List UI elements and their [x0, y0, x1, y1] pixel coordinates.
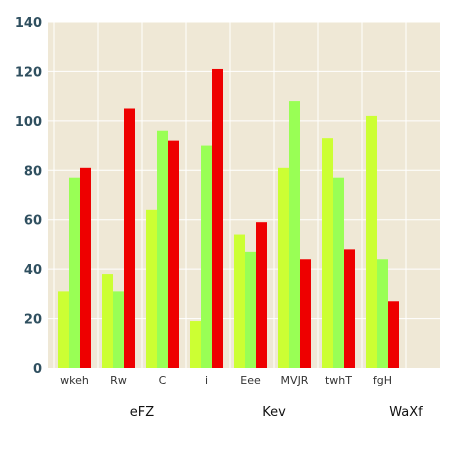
group-labels: eFZ Kev WaXf	[130, 405, 423, 420]
x-tick-label: wkeh	[60, 374, 89, 387]
bar-series-2-i	[201, 145, 212, 368]
bar-series-3-Rw	[124, 108, 135, 368]
x-tick-label: fgH	[373, 374, 392, 387]
bar-series-1-Eee	[234, 234, 245, 368]
y-tick-label: 120	[15, 65, 42, 80]
bar-series-1-twhT	[322, 138, 333, 368]
y-axis-ticks: 0 20 40 60 80 100 120 140	[15, 16, 42, 377]
bar-series-2-Rw	[113, 291, 124, 368]
group-label: eFZ	[130, 405, 154, 420]
y-tick-label: 40	[24, 263, 42, 278]
bar-series-3-fgH	[388, 301, 399, 368]
bar-series-2-C	[157, 130, 168, 368]
x-tick-label: Rw	[110, 374, 127, 387]
group-label: Kev	[262, 405, 286, 420]
bar-series-3-Eee	[256, 222, 267, 368]
y-tick-label: 60	[24, 214, 42, 229]
bar-series-3-wkeh	[80, 167, 91, 368]
bar-series-1-Rw	[102, 274, 113, 368]
bar-series-2-twhT	[333, 177, 344, 368]
bar-series-2-fgH	[377, 259, 388, 368]
bars	[58, 68, 399, 369]
bar-series-1-i	[190, 321, 201, 368]
bar-series-3-i	[212, 68, 223, 368]
bar-series-3-MVJR	[300, 259, 311, 368]
gridlines	[48, 21, 440, 368]
x-tick-label: C	[159, 374, 167, 387]
bar-series-3-C	[168, 140, 179, 368]
group-label: WaXf	[389, 405, 423, 420]
y-tick-label: 80	[24, 164, 42, 179]
x-tick-label: i	[205, 374, 208, 387]
bar-series-1-C	[146, 209, 157, 368]
y-tick-label: 100	[15, 115, 42, 130]
x-tick-label: Eee	[240, 374, 261, 387]
bar-series-1-MVJR	[278, 167, 289, 368]
bar-series-2-MVJR	[289, 101, 300, 368]
bar-series-2-Eee	[245, 251, 256, 368]
y-tick-label: 20	[24, 313, 42, 328]
bar-series-1-fgH	[366, 115, 377, 369]
y-tick-label: 0	[33, 362, 42, 377]
bar-series-3-twhT	[344, 249, 355, 368]
bar-series-1-wkeh	[58, 291, 69, 368]
x-tick-label: twhT	[325, 374, 352, 387]
x-tick-label: MVJR	[281, 374, 309, 387]
y-tick-label: 140	[15, 16, 42, 31]
bar-series-2-wkeh	[69, 177, 80, 368]
